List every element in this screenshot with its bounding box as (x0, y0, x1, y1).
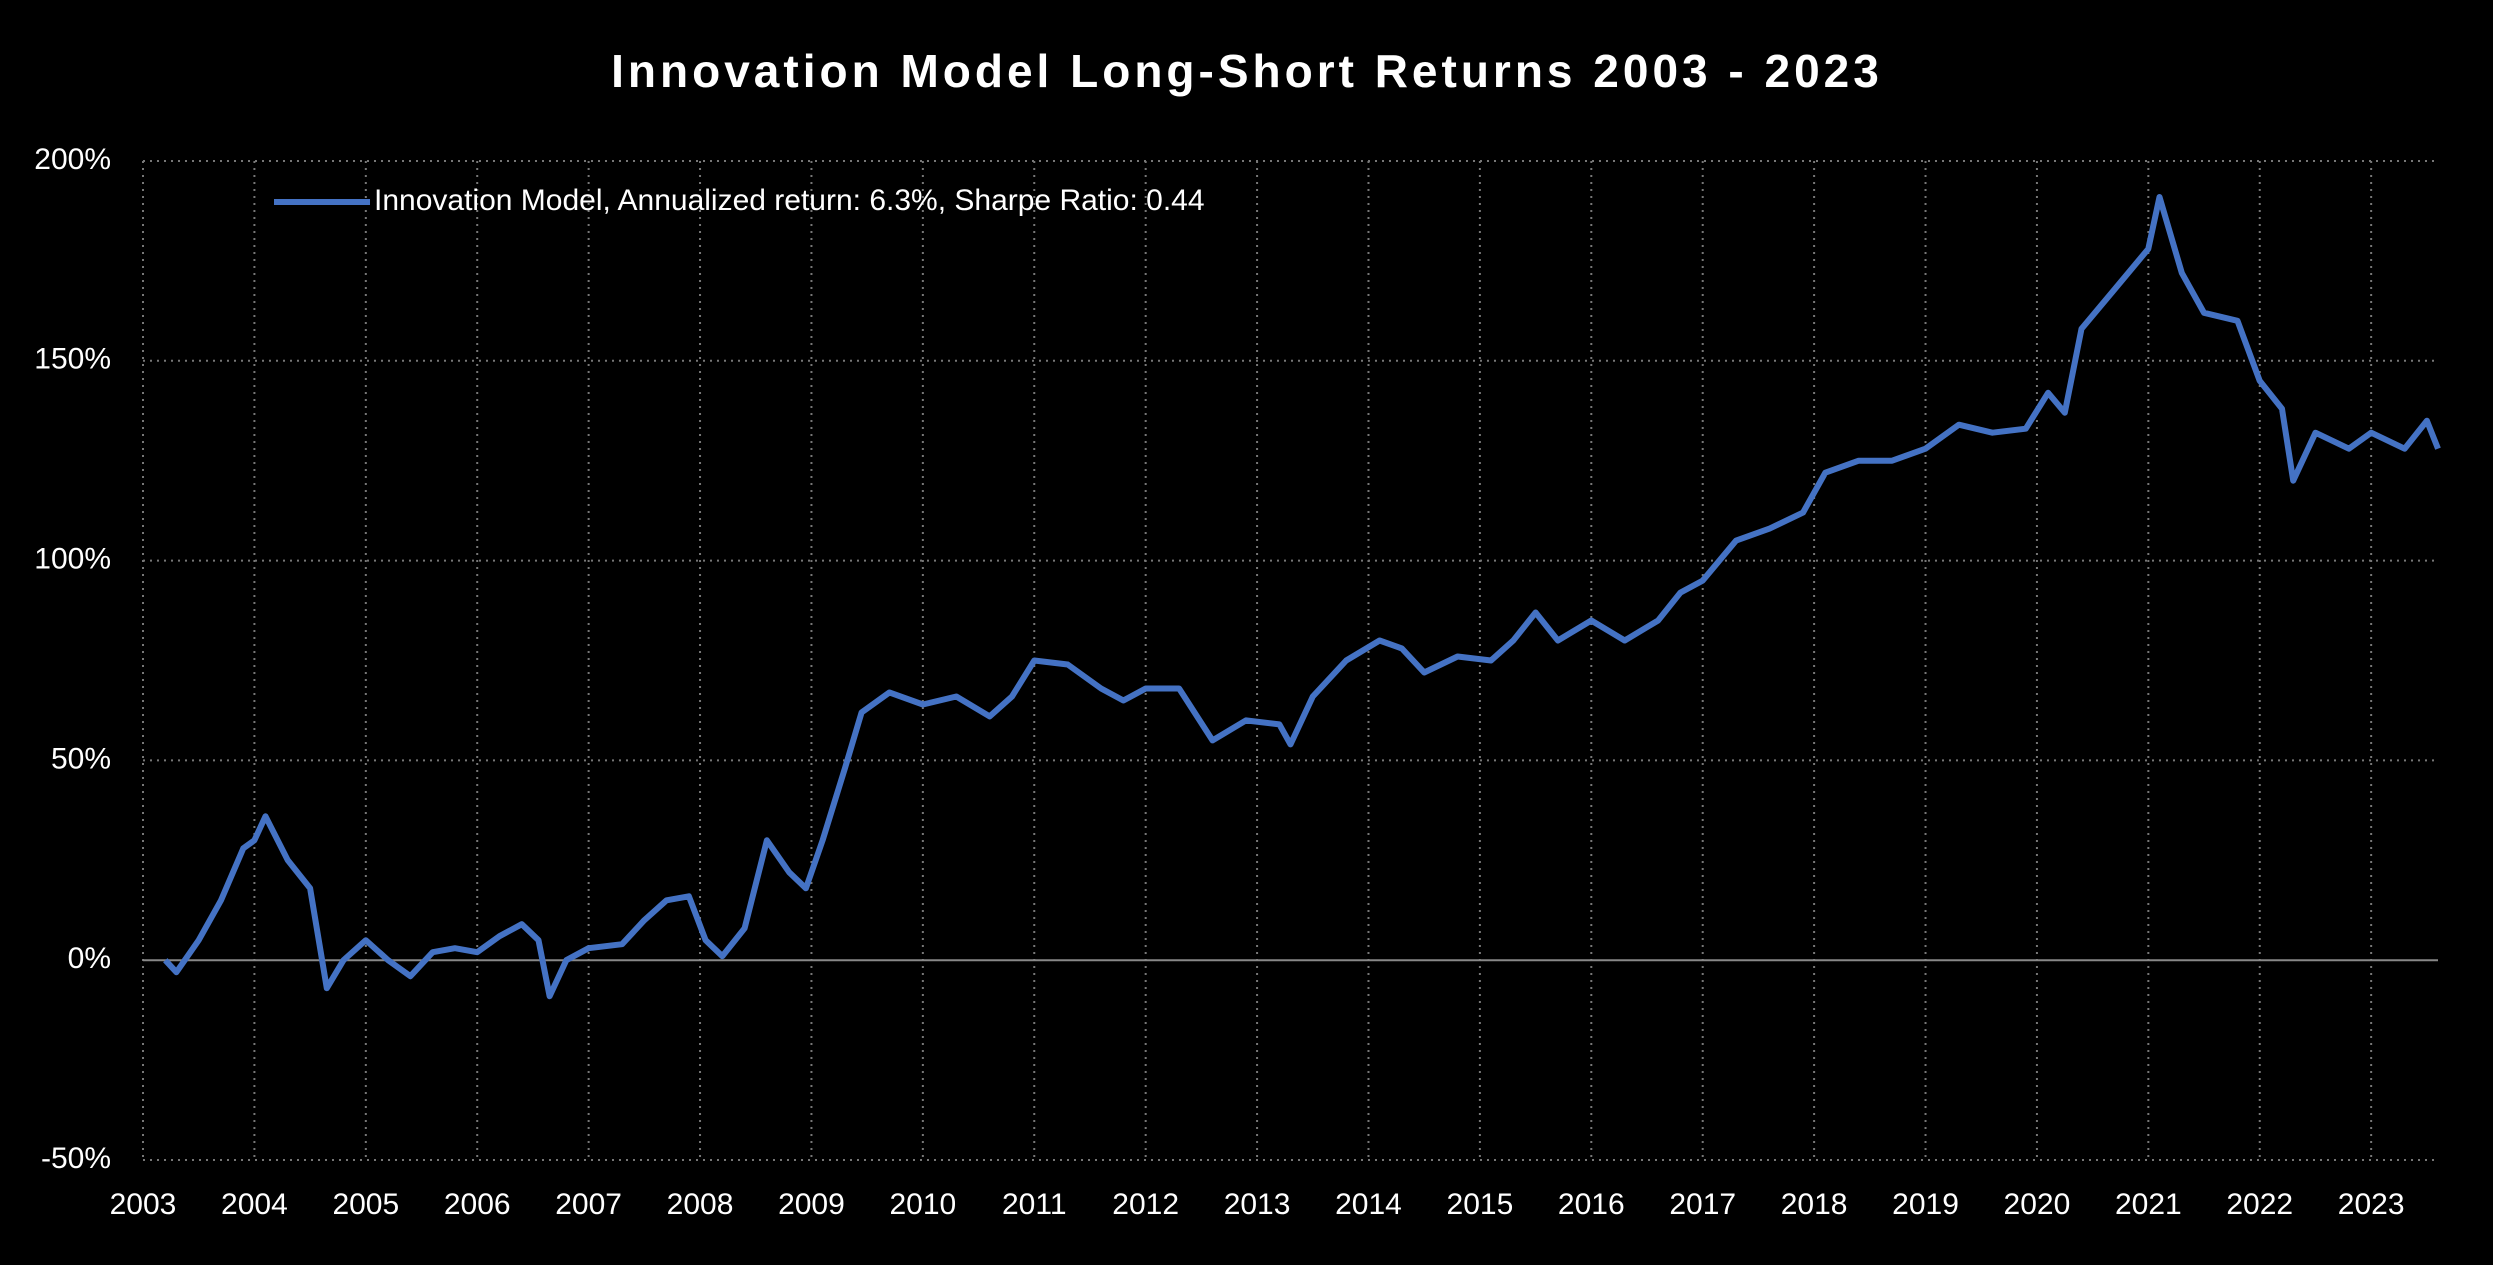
x-tick-label: 2008 (667, 1188, 734, 1221)
x-tick-label: 2007 (555, 1188, 622, 1221)
chart-title: Innovation Model Long-Short Returns 2003… (611, 45, 1883, 97)
x-tick-label: 2009 (778, 1188, 845, 1221)
x-tick-label: 2018 (1781, 1188, 1848, 1221)
x-tick-label: 2023 (2338, 1188, 2405, 1221)
x-tick-label: 2004 (221, 1188, 288, 1221)
x-tick-label: 2010 (889, 1188, 956, 1221)
x-tick-label: 2017 (1669, 1188, 1736, 1221)
y-tick-label: 0% (68, 942, 111, 975)
y-tick-label: 100% (34, 543, 111, 576)
x-tick-label: 2006 (444, 1188, 511, 1221)
x-tick-label: 2022 (2226, 1188, 2293, 1221)
y-tick-label: 50% (51, 742, 111, 775)
x-tick-label: 2019 (1892, 1188, 1959, 1221)
x-tick-label: 2011 (1002, 1188, 1067, 1221)
x-tick-label: 2005 (332, 1188, 399, 1221)
y-tick-label: 200% (34, 143, 111, 176)
y-tick-label: -50% (41, 1142, 111, 1175)
x-tick-label: 2016 (1558, 1188, 1625, 1221)
x-tick-label: 2021 (2115, 1188, 2182, 1221)
x-tick-label: 2015 (1447, 1188, 1514, 1221)
y-tick-label: 150% (34, 343, 111, 376)
x-tick-label: 2013 (1224, 1188, 1291, 1221)
legend-label: Innovation Model, Annualized return: 6.3… (374, 184, 1205, 217)
line-series (163, 194, 2441, 1000)
x-tick-label: 2012 (1112, 1188, 1179, 1221)
x-tick-label: 2014 (1335, 1188, 1402, 1221)
x-tick-label: 2020 (2004, 1188, 2071, 1221)
x-tick-label: 2003 (110, 1188, 177, 1221)
